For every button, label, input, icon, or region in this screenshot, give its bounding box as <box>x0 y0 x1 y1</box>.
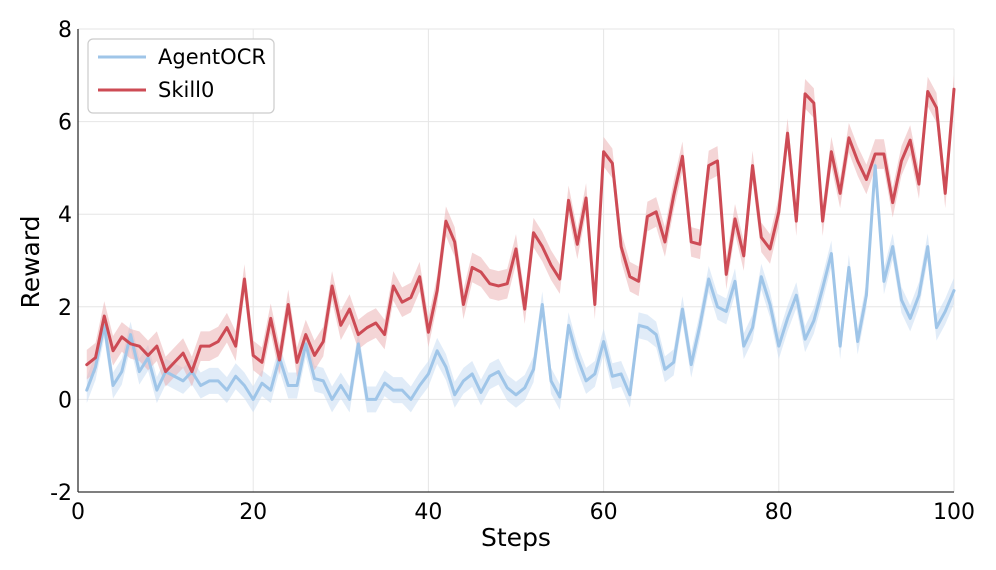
x-tick-label: 40 <box>414 500 442 525</box>
confidence-bands <box>86 74 954 413</box>
series-line-agentocr <box>85 164 956 401</box>
series-lines <box>85 87 956 401</box>
legend-label-agentocr: AgentOCR <box>158 45 266 69</box>
y-tick-label: 4 <box>58 203 72 228</box>
x-tick-label: 100 <box>933 500 975 525</box>
y-tick-labels: -2 0 2 4 6 8 <box>50 18 72 506</box>
band-skill0 <box>86 74 954 387</box>
y-tick-label: 8 <box>58 18 72 43</box>
y-tick-label: -2 <box>50 481 72 506</box>
y-tick-label: 2 <box>58 296 72 321</box>
series-line-skill0 <box>85 87 956 374</box>
y-axis-title: Reward <box>16 215 45 308</box>
x-axis-title: Steps <box>481 523 551 552</box>
legend-label-skill0: Skill0 <box>158 78 214 102</box>
y-tick-label: 0 <box>58 388 72 413</box>
legend: AgentOCR Skill0 <box>87 38 275 114</box>
x-tick-label: 60 <box>590 500 618 525</box>
x-tick-label: 80 <box>765 500 793 525</box>
x-tick-label: 20 <box>239 500 267 525</box>
axes <box>77 29 954 493</box>
x-tick-label: 0 <box>71 500 85 525</box>
y-tick-label: 6 <box>58 111 72 136</box>
x-tick-labels: 0 20 40 60 80 100 <box>71 500 975 525</box>
